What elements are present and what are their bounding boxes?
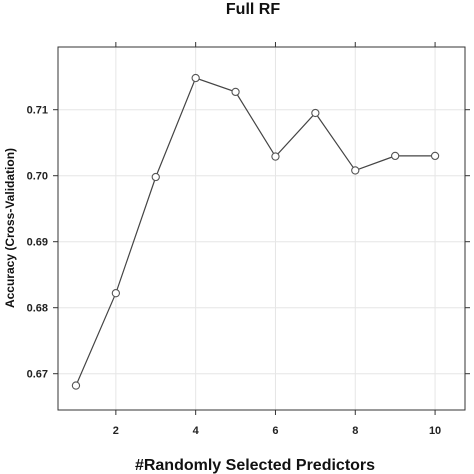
y-tick-label: 0.71 [27, 105, 48, 117]
y-tick-label: 0.69 [27, 237, 48, 249]
x-axis-title: #Randomly Selected Predictors [135, 457, 375, 474]
data-point [271, 152, 280, 161]
data-point [151, 172, 160, 182]
data-point [311, 108, 320, 118]
data-point [430, 151, 440, 161]
chart-title: Full RF [226, 1, 280, 18]
axis-ticks: 2 4 6 8 10 0.67 0.68 0.69 0.70 0.71 [27, 42, 470, 437]
data-point [191, 73, 200, 83]
data-point [111, 289, 121, 298]
y-tick-label: 0.67 [27, 369, 48, 381]
data-point [391, 151, 400, 161]
series [71, 73, 440, 390]
y-axis-title: Accuracy (Cross-Validation) [3, 148, 17, 308]
grid [58, 47, 465, 410]
x-tick-label: 6 [272, 425, 278, 437]
data-point [71, 381, 81, 390]
y-tick-label: 0.68 [27, 303, 48, 315]
x-tick-label: 8 [352, 425, 358, 437]
plot-frame [57, 46, 466, 411]
x-tick-label: 2 [113, 425, 119, 437]
y-tick-label: 0.70 [27, 171, 48, 183]
data-point [231, 87, 240, 97]
x-tick-label: 4 [193, 425, 200, 437]
data-point [351, 166, 360, 175]
series-line [75, 77, 436, 386]
x-tick-label: 10 [429, 425, 441, 437]
